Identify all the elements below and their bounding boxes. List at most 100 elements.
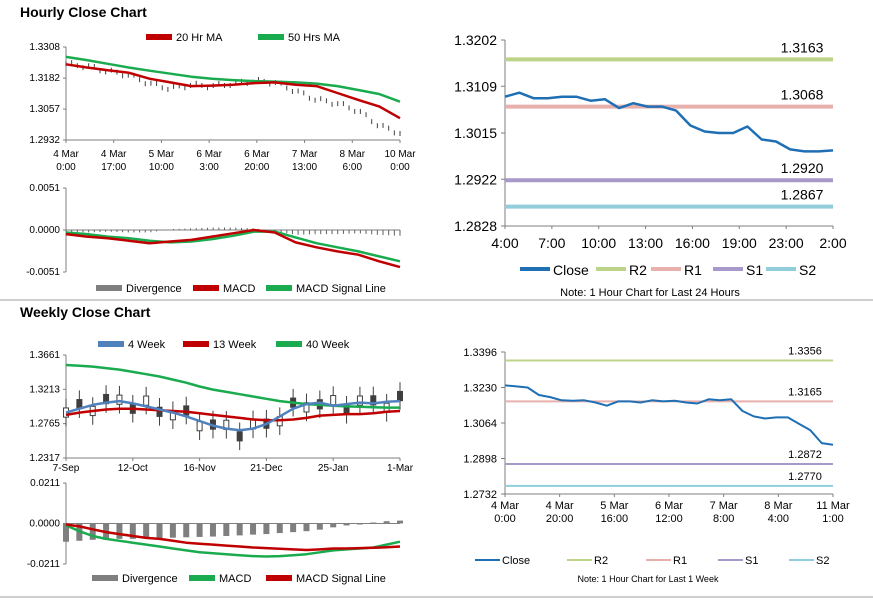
h24-level-s2-label: 1.2867 xyxy=(781,187,824,203)
w1-y-tick-label: 1.3396 xyxy=(463,347,497,359)
weekly-price-legend-label: 13 Week xyxy=(213,339,257,351)
h24-y-tick-label: 1.3109 xyxy=(454,78,497,94)
hourly-price-x-tick-label: 6 Mar xyxy=(196,149,222,160)
hourly-price-x-tick-label: 0:00 xyxy=(56,162,76,173)
w1-x-tick-label: 0:00 xyxy=(494,513,515,525)
weekly-ma4-line xyxy=(65,399,401,432)
w1-x-tick-label: 16:00 xyxy=(601,513,629,525)
hourly-price-x-tick-label: 4 Mar xyxy=(101,149,127,160)
h24-legend-label: R1 xyxy=(684,262,702,278)
weekly-macd-y-tick-label: 0.0211 xyxy=(30,478,60,489)
h24-level-s1-label: 1.2920 xyxy=(781,160,824,176)
h24-legend-label: Close xyxy=(553,262,589,278)
h24-x-tick-label: 7:00 xyxy=(538,235,565,251)
w1-x-tick-label: 20:00 xyxy=(546,513,574,525)
weekly-candle-body xyxy=(397,390,403,402)
hourly-price-x-tick-label: 7 Mar xyxy=(292,149,318,160)
hourly-price-y-tick-label: 1.2932 xyxy=(29,135,60,146)
w1-x-tick-label: 4:00 xyxy=(768,513,789,525)
h24-level-r1-label: 1.3068 xyxy=(781,87,824,103)
weekly-ma13-line xyxy=(65,407,401,422)
hourly-macd-legend-swatch xyxy=(96,285,122,291)
hourly-price-x-tick-label: 6 Mar xyxy=(244,149,270,160)
weekly-macd-legend-label: Divergence xyxy=(122,573,178,585)
w1-legend-swatch xyxy=(567,559,592,561)
weekly-macd-legend-swatch xyxy=(189,575,215,581)
hourly-ma50-line xyxy=(65,55,401,103)
weekly-divergence-bar xyxy=(196,523,203,537)
h24-legend-label: R2 xyxy=(629,262,647,278)
weekly-divergence-bar xyxy=(209,523,216,537)
hourly-macd-line xyxy=(65,228,401,269)
w1-y-tick-label: 1.2898 xyxy=(463,454,497,466)
hourly-macd-legend-label: MACD xyxy=(223,283,255,295)
w1-x-tick-label: 7 Mar xyxy=(710,500,738,512)
w1-legend-label: R1 xyxy=(673,555,687,567)
hourly-price-x-tick-label: 0:00 xyxy=(390,162,410,173)
weekly-candle-body xyxy=(196,421,203,432)
hourly-macd-legend-label: MACD Signal Line xyxy=(296,283,386,295)
weekly-divergence-bar xyxy=(129,523,136,539)
w1-legend-swatch xyxy=(475,559,500,561)
weekly-price-legend-swatch xyxy=(98,341,124,347)
hourly-price-x-tick-label: 13:00 xyxy=(292,162,317,173)
weekly-divergence-bar xyxy=(63,523,69,542)
hourly-price-y-tick-label: 1.3182 xyxy=(29,73,60,84)
hourly-price-x-tick-label: 20:00 xyxy=(244,162,269,173)
hourly-price-legend-label: 50 Hrs MA xyxy=(288,32,341,44)
h24-x-tick-label: 13:00 xyxy=(628,235,663,251)
w1-y-tick-label: 1.3230 xyxy=(463,383,497,395)
weekly-candle-body xyxy=(116,394,123,405)
h24-note: Note: 1 Hour Chart for Last 24 Hours xyxy=(560,287,740,299)
weekly-ma40-line xyxy=(65,363,400,409)
hourly-macd-y-tick-label: 0.0000 xyxy=(29,225,60,236)
hourly-macd-legend-swatch xyxy=(266,285,292,291)
hourly-signal-line xyxy=(65,230,401,263)
weekly-divergence-bar xyxy=(250,523,257,535)
weekly-price-legend-label: 40 Week xyxy=(306,339,350,351)
weekly-candle-body xyxy=(303,402,310,413)
weekly-candle-body xyxy=(143,395,150,406)
weekly-divergence-bar xyxy=(143,523,150,539)
weekly-macd-legend-label: MACD Signal Line xyxy=(296,573,386,585)
h24-y-tick-label: 1.2828 xyxy=(454,218,497,234)
weekly-divergence-bar xyxy=(236,523,243,536)
weekly-price-x-tick-label: 12-Oct xyxy=(118,463,148,474)
weekly-section-title: Weekly Close Chart xyxy=(20,304,151,320)
hourly-macd-legend-label: Divergence xyxy=(126,283,182,295)
weekly-divergence-bar xyxy=(263,523,270,535)
weekly-price-y-tick-label: 1.2765 xyxy=(29,419,60,430)
weekly-divergence-bar xyxy=(116,523,123,539)
weekly-price-x-tick-label: 1-Mar xyxy=(387,463,414,474)
weekly-candle-body xyxy=(236,431,243,442)
h24-legend-swatch xyxy=(520,267,550,271)
weekly-divergence-bar xyxy=(276,523,283,534)
weekly-price-x-tick-label: 16-Nov xyxy=(183,463,215,474)
w1-x-tick-label: 4 Mar xyxy=(546,500,574,512)
weekly-candle-body xyxy=(370,395,377,406)
hourly-price-x-tick-label: 4 Mar xyxy=(53,149,79,160)
w1-note: Note: 1 Hour Chart for Last 1 Week xyxy=(578,574,719,584)
weekly-divergence-bar xyxy=(356,523,363,525)
weekly-candle-body xyxy=(330,395,337,406)
weekly-macd-line xyxy=(65,524,401,558)
weekly-price-x-tick-label: 7-Sep xyxy=(53,463,80,474)
h24-legend-label: S1 xyxy=(746,262,763,278)
weekly-price-y-tick-label: 1.2317 xyxy=(29,453,60,464)
hourly-price-y-tick-label: 1.3308 xyxy=(29,42,60,53)
weekly-signal-line xyxy=(65,523,401,552)
h24-x-tick-label: 2:00 xyxy=(819,235,846,251)
weekly-divergence-bar xyxy=(169,523,176,538)
weekly-divergence-bar xyxy=(290,523,297,533)
hourly-price-legend-swatch xyxy=(258,34,284,40)
w1-legend-label: S2 xyxy=(816,555,829,567)
w1-close-line xyxy=(504,384,834,446)
h24-x-tick-label: 4:00 xyxy=(491,235,518,251)
w1-x-tick-label: 1:00 xyxy=(822,513,843,525)
w1-legend-label: S1 xyxy=(745,555,758,567)
weekly-candle-body xyxy=(156,406,163,417)
h24-level-r2-label: 1.3163 xyxy=(781,39,824,55)
weekly-price-legend-swatch xyxy=(183,341,209,347)
hourly-price-x-tick-label: 6:00 xyxy=(343,162,363,173)
